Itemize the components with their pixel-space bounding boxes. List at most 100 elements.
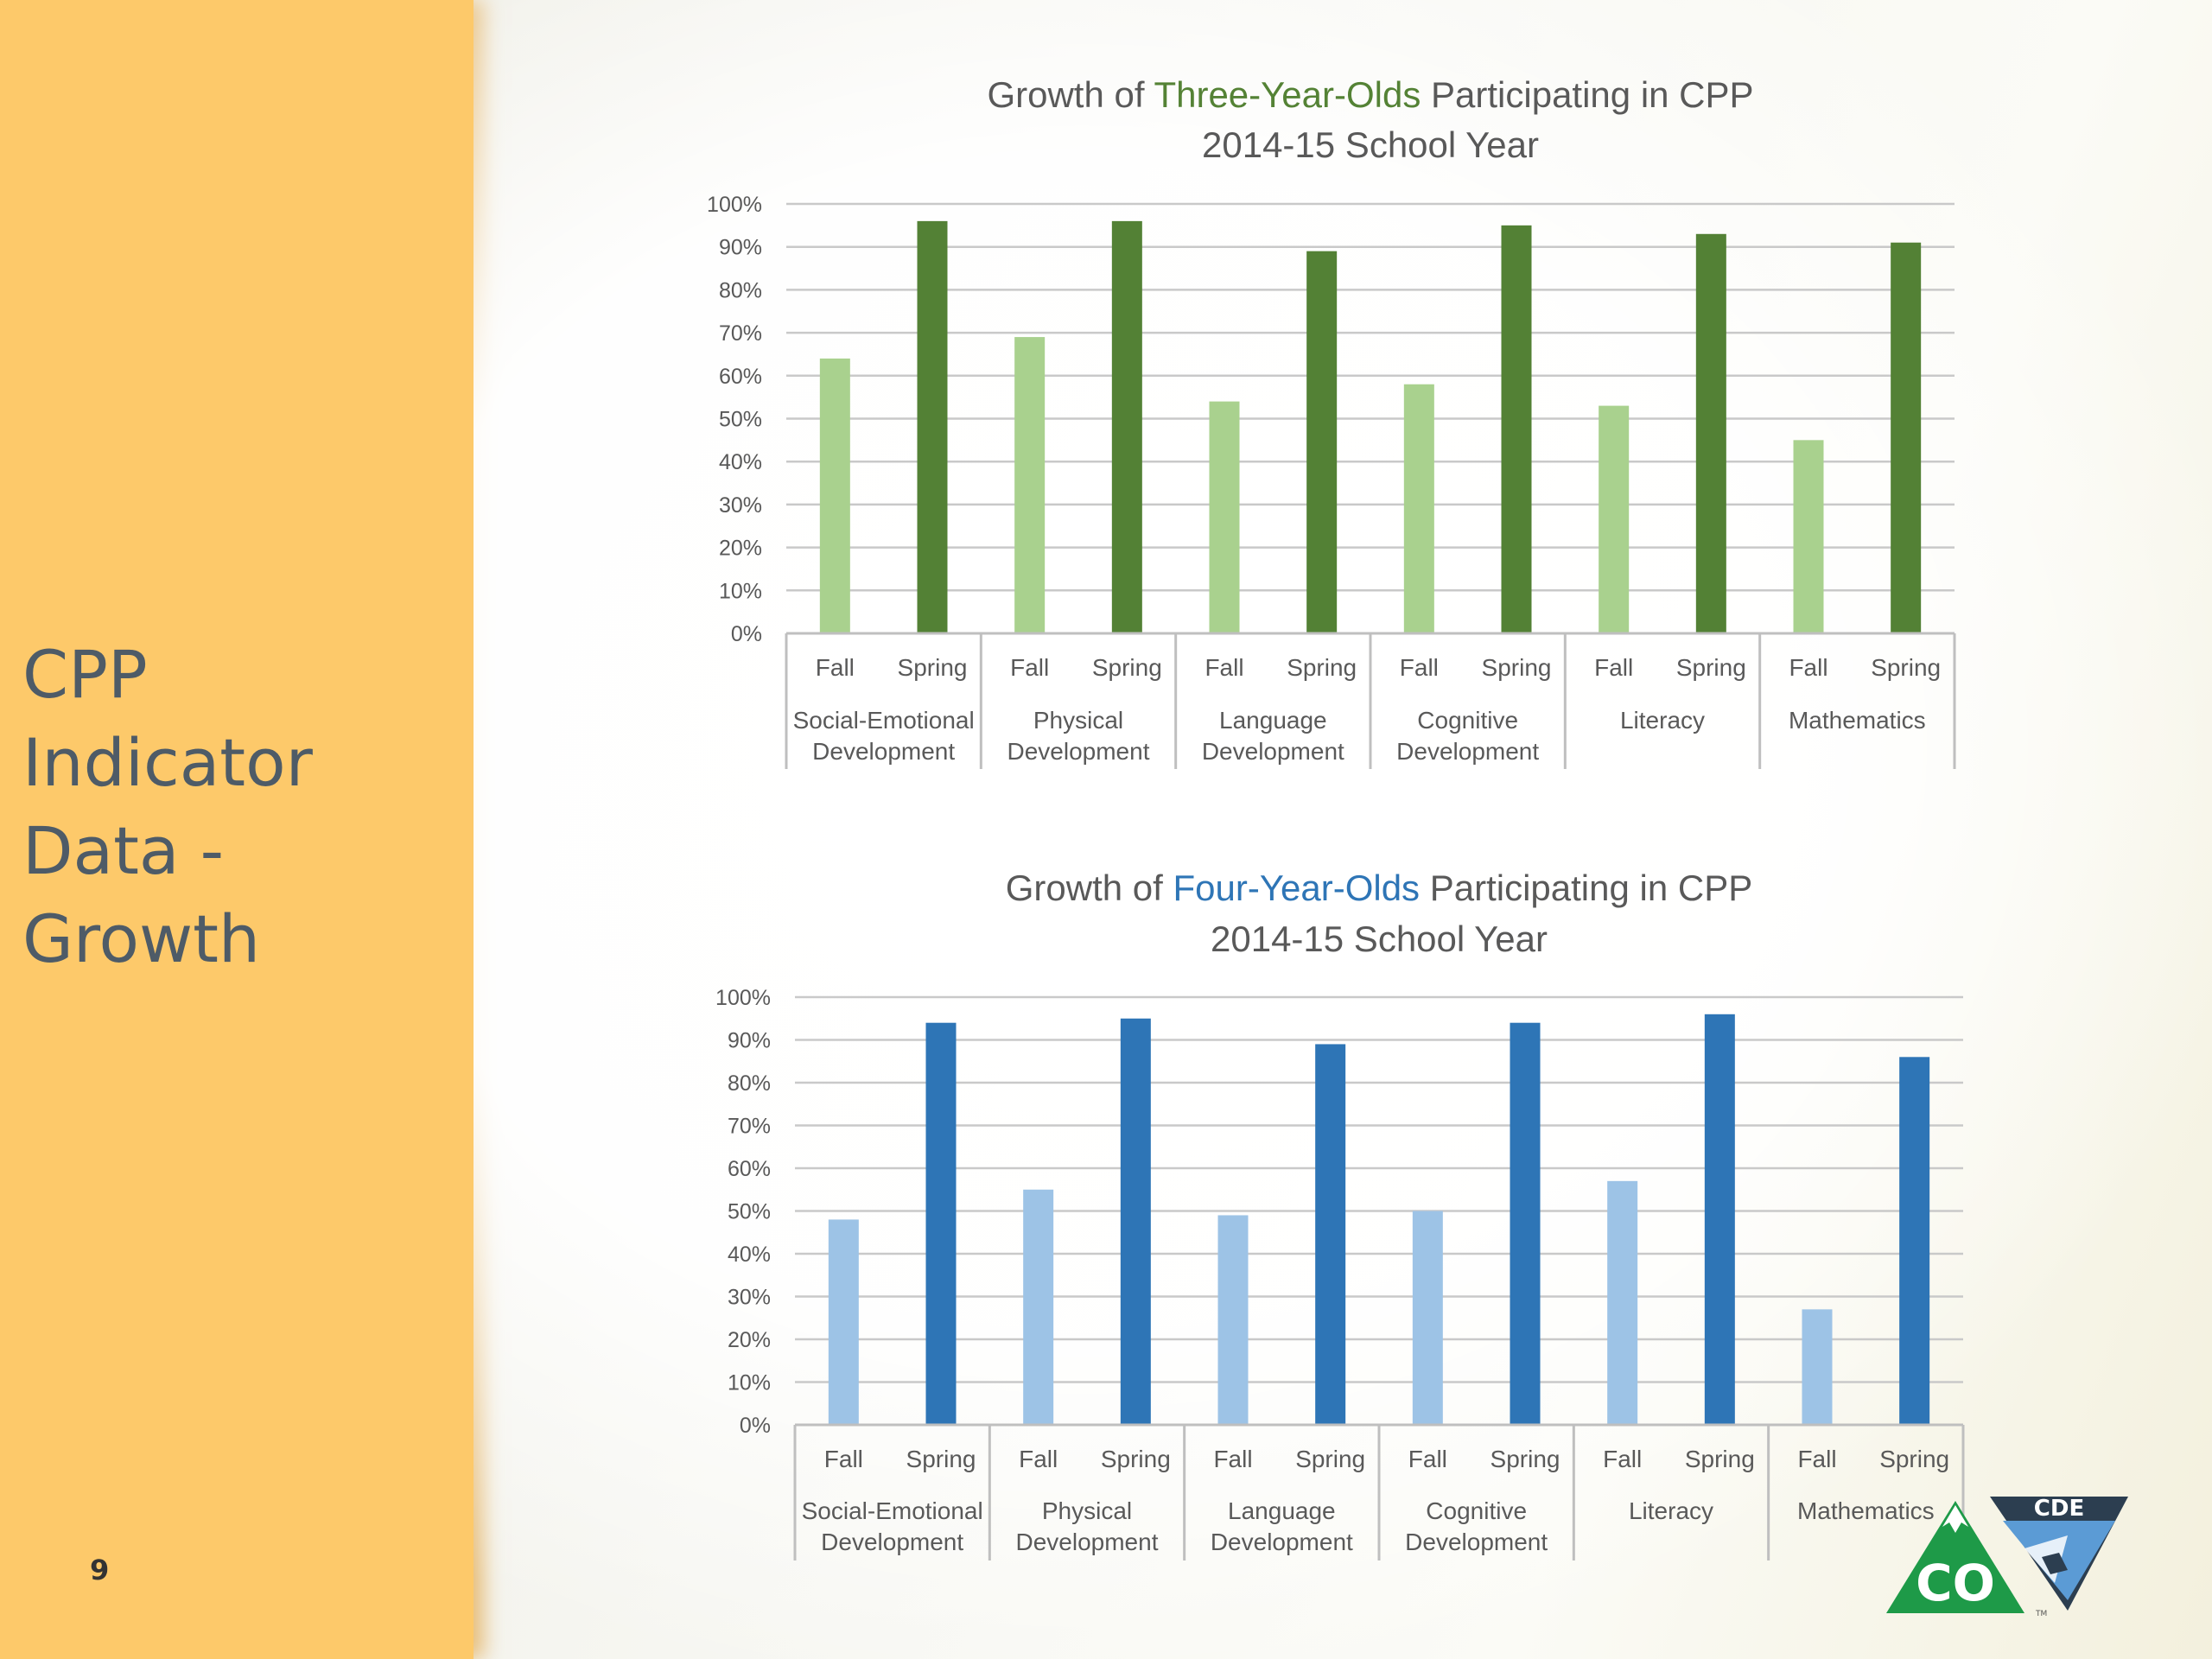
category-label: Development (1211, 1529, 1353, 1555)
x-sub-label: Fall (1019, 1446, 1058, 1472)
y-tick-label: 0% (740, 1414, 771, 1438)
y-tick-label: 60% (728, 1157, 771, 1181)
x-sub-label: Spring (906, 1446, 976, 1472)
bar-spring (925, 1022, 957, 1425)
x-sub-label: Fall (1789, 654, 1827, 681)
bar-spring (917, 220, 948, 633)
bar-fall (1023, 1189, 1054, 1425)
chart-title: Growth of Three-Year-Olds Participating … (987, 74, 1753, 115)
category-label: Language (1228, 1497, 1336, 1524)
chart-subtitle: 2014-15 School Year (1211, 918, 1548, 959)
bar-fall (1209, 401, 1240, 633)
category-label: Cognitive (1417, 707, 1518, 734)
chart-title: Growth of Four-Year-Olds Participating i… (1006, 868, 1753, 908)
x-sub-label: Fall (1408, 1446, 1447, 1472)
category-label: Physical (1042, 1497, 1132, 1524)
bar-spring (1315, 1044, 1346, 1425)
chart-subtitle: 2014-15 School Year (1202, 124, 1539, 165)
bar-spring (1695, 233, 1726, 633)
category-label: Development (1396, 738, 1539, 765)
x-sub-label: Spring (1685, 1446, 1755, 1472)
category-label: Cognitive (1426, 1497, 1527, 1524)
x-sub-label: Spring (1482, 654, 1552, 681)
y-tick-label: 20% (719, 537, 762, 561)
category-label: Literacy (1620, 707, 1705, 734)
y-tick-label: 30% (728, 1286, 771, 1310)
x-sub-label: Spring (1092, 654, 1162, 681)
co-logo-icon: CO (1886, 1501, 2024, 1613)
category-label: Development (821, 1529, 963, 1555)
section-title-line-1: CPP Indicator (22, 636, 313, 801)
y-tick-label: 90% (719, 236, 762, 260)
chart-title-part: Participating in CPP (1421, 74, 1753, 115)
x-sub-label: Fall (1400, 654, 1439, 681)
bar-spring (1704, 1014, 1735, 1425)
category-label: Social-Emotional (802, 1497, 983, 1524)
x-sub-label: Fall (824, 1446, 863, 1472)
section-title: CPP Indicator Data - Growth (22, 631, 454, 983)
three-year-olds-chart: Growth of Three-Year-Olds Participating … (707, 74, 1956, 769)
bar-spring (1501, 225, 1532, 633)
chart-title-part: Participating in CPP (1420, 868, 1752, 908)
y-tick-label: 50% (728, 1200, 771, 1224)
x-sub-label: Spring (1879, 1446, 1949, 1472)
category-label: Development (1405, 1529, 1548, 1555)
y-tick-label: 0% (731, 622, 762, 646)
bar-fall (1014, 337, 1046, 633)
y-tick-label: 20% (728, 1328, 771, 1352)
chart-title-part: Growth of (987, 74, 1154, 115)
x-sub-label: Fall (1797, 1446, 1836, 1472)
x-sub-label: Fall (1205, 654, 1243, 681)
y-tick-label: 80% (719, 278, 762, 302)
bar-fall (1403, 384, 1434, 633)
bar-spring (1111, 220, 1142, 633)
y-tick-label: 100% (715, 986, 771, 1010)
x-sub-label: Spring (898, 654, 968, 681)
bar-fall (1607, 1180, 1638, 1425)
category-label: Development (1007, 738, 1150, 765)
category-label: Social-Emotional (793, 707, 975, 734)
x-sub-label: Fall (1213, 1446, 1252, 1472)
category-label: Physical (1033, 707, 1123, 734)
chart-title-part: Four-Year-Olds (1173, 868, 1421, 908)
bar-spring (1306, 251, 1338, 633)
category-label: Development (1016, 1529, 1159, 1555)
x-sub-label: Fall (1603, 1446, 1642, 1472)
x-sub-label: Fall (1594, 654, 1633, 681)
page-number: 9 (90, 1554, 110, 1586)
y-tick-label: 30% (719, 493, 762, 518)
sidebar-panel: CPP Indicator Data - Growth 9 (0, 0, 474, 1659)
chart-title-part: Three-Year-Olds (1154, 74, 1421, 115)
y-tick-label: 100% (707, 193, 762, 217)
section-title-line-3: Growth (22, 900, 261, 977)
co-logo-text: CO (1916, 1554, 1995, 1612)
y-tick-label: 80% (728, 1071, 771, 1096)
x-sub-label: Spring (1871, 654, 1941, 681)
trademark-mark: TM (2035, 1610, 2047, 1618)
bar-spring (1510, 1022, 1541, 1425)
category-label: Language (1219, 707, 1327, 734)
x-sub-label: Spring (1287, 654, 1357, 681)
cde-logo-text: CDE (2034, 1496, 2084, 1522)
category-label: Development (812, 738, 955, 765)
category-label: Mathematics (1789, 707, 1926, 734)
bar-fall (828, 1219, 859, 1425)
y-tick-label: 90% (728, 1029, 771, 1053)
y-tick-label: 40% (728, 1243, 771, 1267)
bar-spring (1120, 1018, 1151, 1425)
y-tick-label: 50% (719, 408, 762, 432)
y-tick-label: 40% (719, 450, 762, 474)
bar-fall (1217, 1215, 1249, 1425)
bar-fall (1793, 440, 1824, 633)
x-sub-label: Spring (1676, 654, 1746, 681)
category-label: Mathematics (1797, 1497, 1935, 1524)
x-sub-label: Spring (1491, 1446, 1560, 1472)
x-sub-label: Fall (816, 654, 855, 681)
bar-spring (1891, 242, 1922, 633)
bar-fall (1599, 405, 1630, 633)
bar-fall (1802, 1309, 1833, 1425)
y-tick-label: 10% (719, 579, 762, 603)
bar-spring (1899, 1057, 1930, 1425)
colorado-cde-logo: CO CDE TM (1886, 1496, 2128, 1618)
